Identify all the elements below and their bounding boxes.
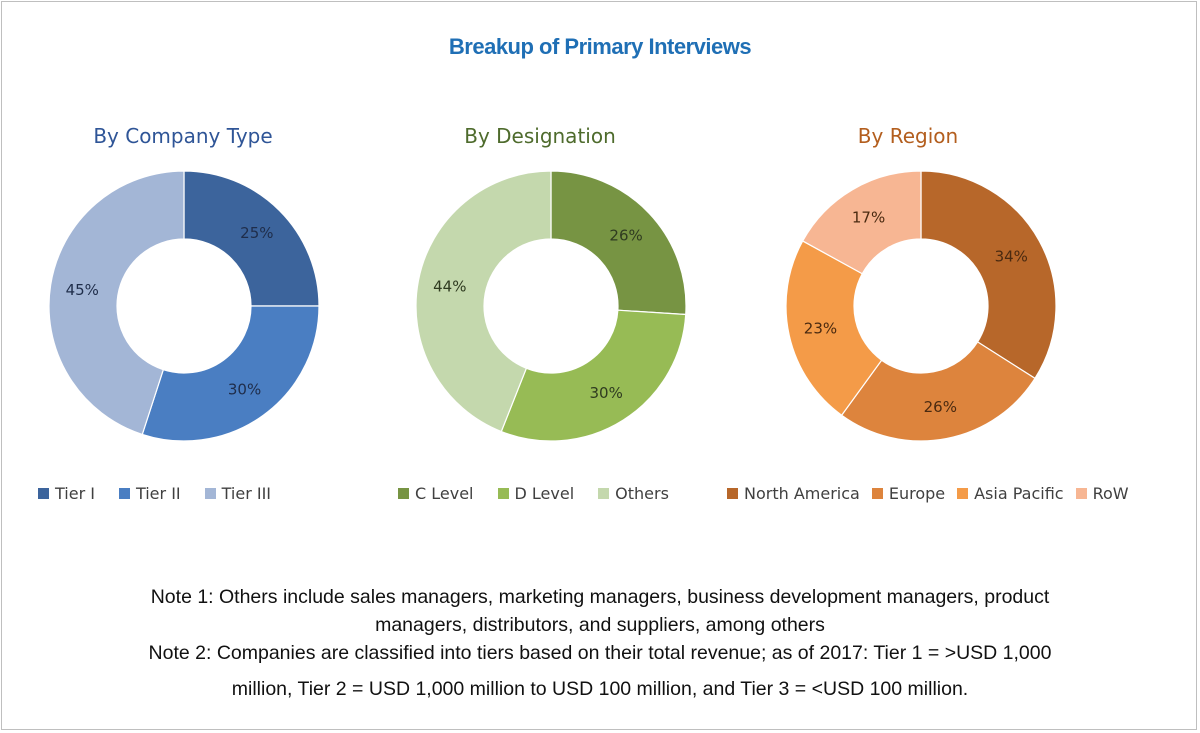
legend-item-asia-pacific: Asia Pacific bbox=[957, 484, 1064, 503]
legend-swatch-icon bbox=[871, 488, 883, 499]
donut-segment-tier-iii bbox=[48, 170, 185, 436]
note-1-line-1: Note 1: Others include sales managers, m… bbox=[150, 586, 1050, 608]
data-label-tier-i: 25% bbox=[240, 224, 273, 242]
note-1-line-2: managers, distributors, and suppliers, a… bbox=[375, 614, 825, 636]
data-label-europe: 26% bbox=[924, 398, 957, 416]
data-label-asia-pacific: 23% bbox=[804, 319, 837, 337]
legend-region: North America Europe Asia Pacific RoW bbox=[727, 484, 1141, 503]
chart-title-designation: By Designation bbox=[464, 124, 616, 148]
legend-item-tier-i: Tier I bbox=[38, 484, 95, 503]
donut-segment-tier-ii bbox=[141, 305, 320, 442]
legend-item-europe: Europe bbox=[871, 484, 946, 503]
chart-title-company-type: By Company Type bbox=[93, 124, 273, 148]
legend-label: Tier I bbox=[55, 484, 95, 503]
data-label-tier-ii: 30% bbox=[228, 380, 261, 398]
chart-title-region: By Region bbox=[857, 124, 959, 148]
donut-company-type: 25% 30% 45% bbox=[44, 168, 324, 448]
legend-swatch-icon bbox=[497, 488, 509, 499]
legend-item-tier-ii: Tier II bbox=[118, 484, 181, 503]
legend-item-row: RoW bbox=[1075, 484, 1129, 503]
donut-segment-c-level bbox=[550, 170, 687, 316]
legend-swatch-icon bbox=[727, 488, 738, 499]
donut-segment-asia-pacific bbox=[785, 240, 883, 417]
legend-item-north-america: North America bbox=[727, 484, 860, 503]
note-2-line-2: million, Tier 2 = USD 1,000 million to U… bbox=[231, 678, 969, 700]
legend-swatch-icon bbox=[1075, 488, 1087, 499]
legend-label: Tier III bbox=[221, 484, 272, 503]
legend-swatch-icon bbox=[957, 488, 969, 499]
legend-designation: C Level D Level Others bbox=[398, 484, 693, 503]
data-label-others: 44% bbox=[433, 278, 466, 296]
donut-region: 34% 26% 23% 17% bbox=[781, 168, 1061, 448]
legend-label: North America bbox=[744, 484, 860, 503]
note-2-line-1: Note 2: Companies are classified into ti… bbox=[148, 642, 1052, 664]
legend-label: Asia Pacific bbox=[974, 484, 1064, 503]
data-label-tier-iii: 45% bbox=[66, 281, 99, 299]
donut-segment-row bbox=[801, 170, 922, 275]
legend-label: C Level bbox=[415, 484, 474, 503]
donut-segment-others bbox=[415, 170, 552, 433]
legend-label: D Level bbox=[514, 484, 575, 503]
legend-swatch-icon bbox=[398, 488, 409, 499]
legend-swatch-icon bbox=[204, 488, 216, 499]
legend-item-d-level: D Level bbox=[497, 484, 575, 503]
legend-item-others: Others bbox=[598, 484, 669, 503]
legend-label: RoW bbox=[1092, 484, 1129, 503]
legend-swatch-icon bbox=[38, 488, 49, 499]
legend-label: Others bbox=[615, 484, 669, 503]
donut-segment-europe bbox=[840, 341, 1036, 442]
donut-designation: 26% 30% 44% bbox=[411, 168, 691, 448]
main-title: Breakup of Primary Interviews bbox=[448, 34, 752, 59]
data-label-row: 17% bbox=[852, 208, 885, 226]
data-label-d-level: 30% bbox=[590, 384, 623, 402]
legend-item-tier-iii: Tier III bbox=[204, 484, 272, 503]
legend-label: Europe bbox=[888, 484, 946, 503]
donut-segment-tier-i bbox=[183, 170, 320, 307]
legend-swatch-icon bbox=[118, 488, 130, 499]
legend-label: Tier II bbox=[135, 484, 181, 503]
footnotes: Note 1: Others include sales managers, m… bbox=[0, 583, 1200, 703]
data-label-c-level: 26% bbox=[609, 226, 642, 244]
donut-segment-d-level bbox=[500, 309, 687, 442]
donut-segment-north-america bbox=[920, 170, 1057, 380]
legend-swatch-icon bbox=[598, 488, 610, 499]
legend-item-c-level: C Level bbox=[398, 484, 474, 503]
legend-company-type: Tier I Tier II Tier III bbox=[38, 484, 295, 503]
data-label-north-america: 34% bbox=[995, 247, 1028, 265]
